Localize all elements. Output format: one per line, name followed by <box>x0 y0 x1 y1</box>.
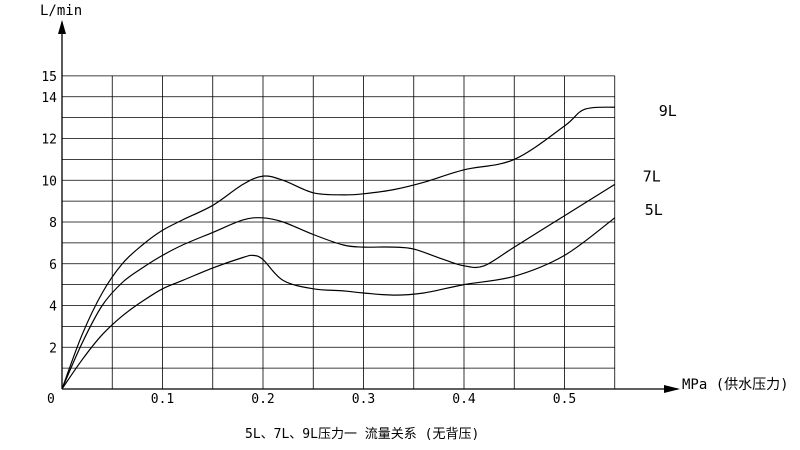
y-tick-label: 10 <box>41 174 57 189</box>
series-labels: 9L 7L 5L <box>643 102 677 219</box>
axes <box>58 20 680 393</box>
y-axis-arrow <box>58 20 66 34</box>
series-line-7l <box>61 183 616 390</box>
x-axis-label: MPa (供水压力) <box>682 377 789 393</box>
y-axis-label: L/min <box>40 3 82 19</box>
series-lines <box>61 106 616 390</box>
x-axis-arrow <box>664 385 680 393</box>
series-label-7l: 7L <box>643 167 661 185</box>
y-tick-label: 15 <box>41 70 57 85</box>
y-tick-label: 8 <box>49 216 57 231</box>
series-label-5l: 5L <box>645 201 663 219</box>
series-line-5l <box>61 217 616 390</box>
grid-lines <box>62 75 616 389</box>
y-tick-label: 12 <box>41 133 57 148</box>
y-tick-label: 14 <box>41 91 57 106</box>
x-tick-label: 0.2 <box>251 392 274 407</box>
y-tick-label: 6 <box>49 258 57 273</box>
series-label-9l: 9L <box>659 102 677 120</box>
x-tick-label: 0 <box>47 392 55 407</box>
chart-caption: 5L、7L、9L压力一 流量关系 (无背压) <box>245 427 479 442</box>
x-tick-label: 0.4 <box>452 392 476 407</box>
x-tick-label: 0.5 <box>553 392 576 407</box>
x-tick-label: 0.1 <box>151 392 174 407</box>
x-tick-label: 0.3 <box>352 392 375 407</box>
y-tick-label: 2 <box>49 341 57 356</box>
y-tick-label: 4 <box>49 300 57 315</box>
tick-labels: 0 0.1 0.2 0.3 0.4 0.5 2 4 6 8 10 12 14 15 <box>41 70 576 407</box>
series-line-9l <box>61 106 615 390</box>
